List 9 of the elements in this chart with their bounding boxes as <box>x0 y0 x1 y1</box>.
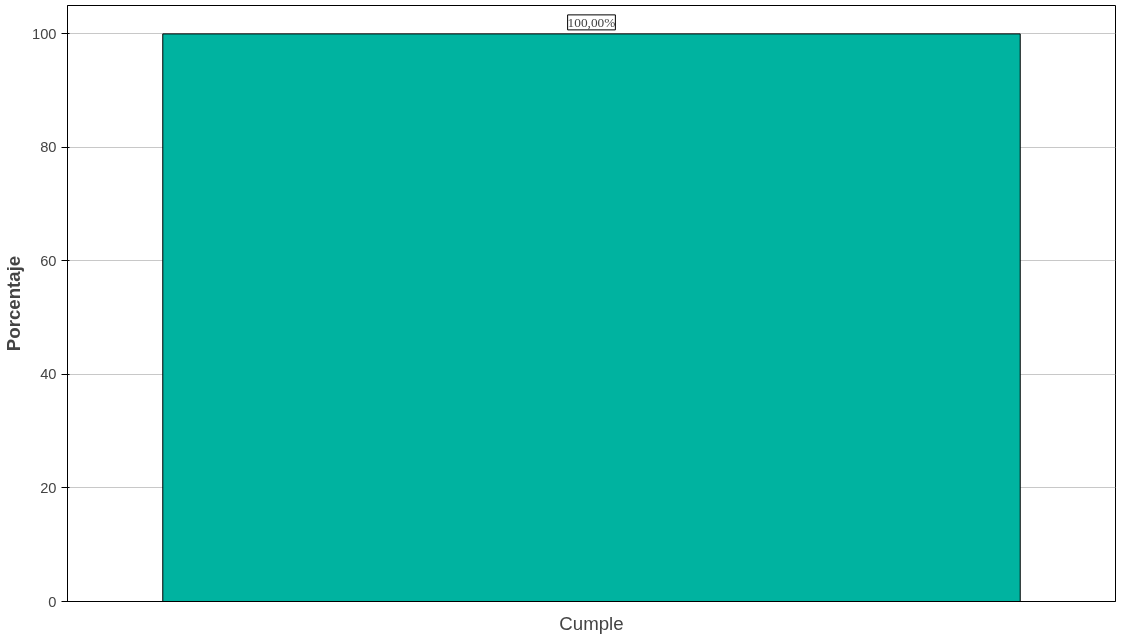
y-tick-label: 40 <box>40 366 57 383</box>
y-tick-label: 60 <box>40 252 57 269</box>
y-tick-label: 80 <box>40 139 57 156</box>
y-tick-label: 100 <box>32 25 57 42</box>
y-axis-title: Porcentaje <box>3 255 25 352</box>
y-tick-label: 20 <box>40 479 57 496</box>
x-tick-label: Cumple <box>559 612 624 634</box>
y-tick-label: 0 <box>48 593 57 610</box>
data-label: 100,00% <box>567 14 616 30</box>
